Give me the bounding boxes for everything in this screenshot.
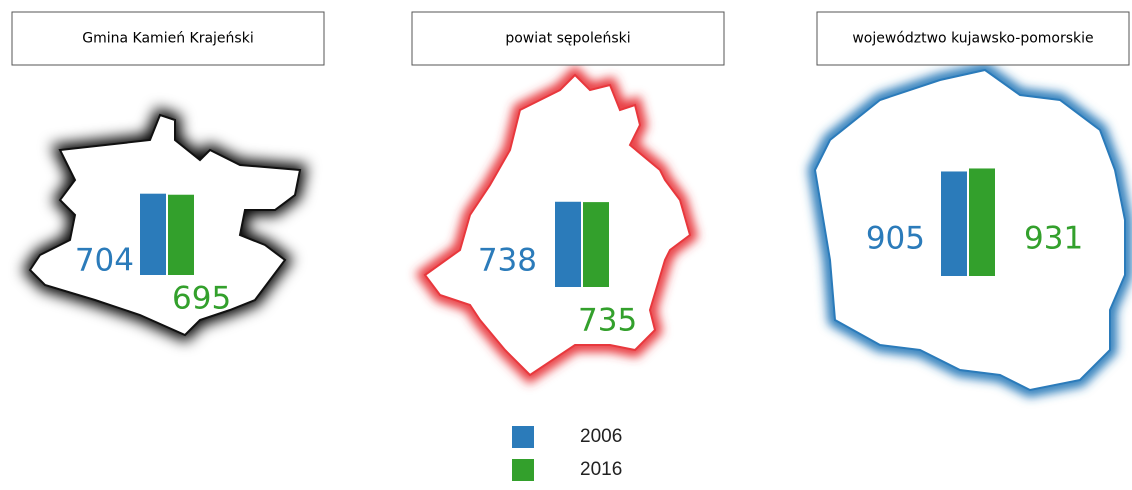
value-label: 704	[75, 243, 134, 279]
value-label: 905	[866, 221, 925, 257]
title-box	[411, 11, 725, 66]
panel-title: województwo kujawsko-pomorskie	[852, 31, 1093, 47]
bar	[941, 171, 967, 276]
bar	[969, 168, 995, 276]
legend-label: 2006	[580, 426, 622, 447]
title-box	[11, 11, 325, 66]
value-label: 695	[172, 281, 231, 317]
bar	[168, 194, 194, 275]
legend-label: 2016	[580, 459, 622, 480]
panel-title: Gmina Kamień Krajeński	[82, 31, 253, 47]
value-label: 738	[478, 243, 537, 279]
legend-swatch	[512, 426, 534, 448]
panel-title: powiat sępoleński	[505, 31, 630, 47]
bar	[555, 201, 581, 287]
bar	[140, 193, 166, 275]
bar	[583, 202, 609, 287]
value-label: 735	[578, 303, 637, 339]
legend-swatch	[512, 459, 534, 481]
value-label: 931	[1024, 221, 1083, 257]
title-box	[816, 11, 1130, 66]
